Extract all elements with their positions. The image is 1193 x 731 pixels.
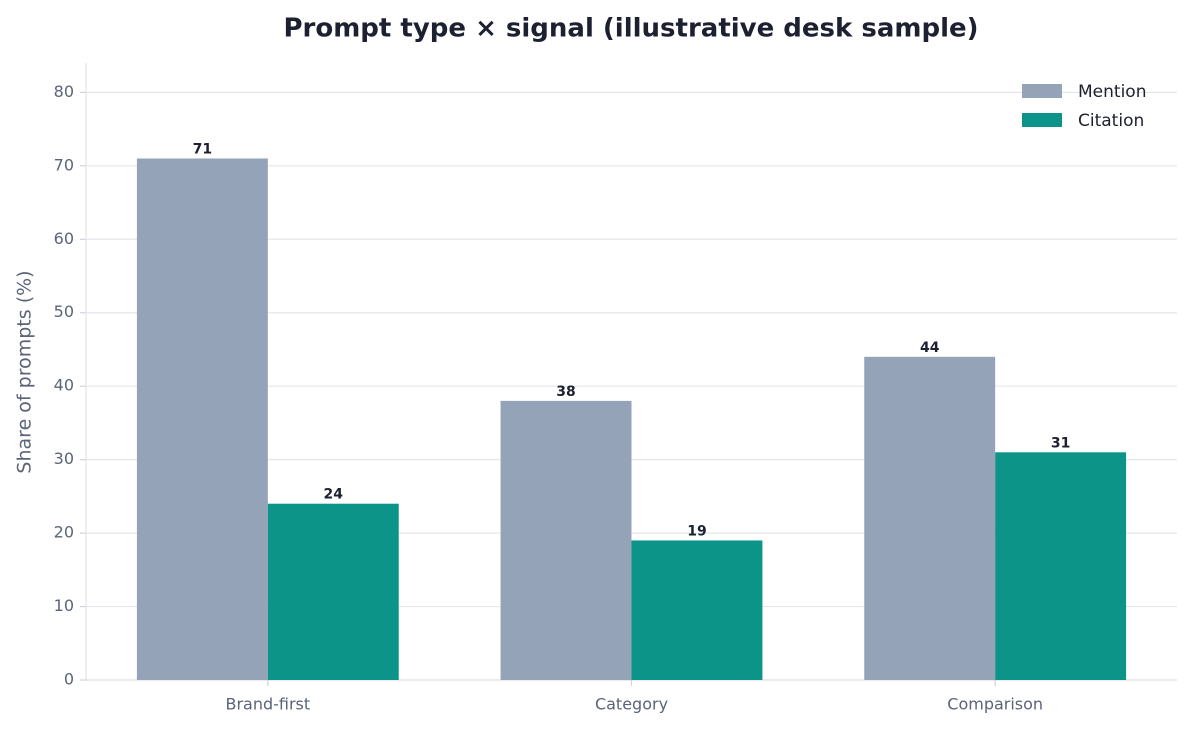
bar: [631, 540, 763, 680]
bar: [267, 503, 399, 680]
bar: [864, 356, 996, 680]
value-label: 38: [556, 384, 575, 400]
y-tick-label: 70: [54, 155, 74, 174]
y-tick-label: 40: [54, 376, 74, 395]
value-label: 44: [920, 340, 940, 356]
y-tick-label: 10: [54, 596, 74, 615]
legend-swatch: [1022, 84, 1062, 98]
bar: [136, 158, 268, 680]
y-axis-label: Share of prompts (%): [14, 270, 36, 473]
x-tick-label: Category: [595, 695, 668, 714]
value-label: 19: [687, 523, 706, 539]
y-tick-label: 20: [54, 523, 74, 542]
legend-label: Citation: [1078, 111, 1144, 131]
x-tick-label: Brand-first: [225, 695, 310, 714]
x-tick-label: Comparison: [947, 695, 1043, 714]
value-label: 31: [1051, 435, 1070, 451]
y-tick-label: 0: [64, 670, 74, 689]
value-label: 71: [193, 141, 212, 157]
chart-title: Prompt type × signal (illustrative desk …: [283, 14, 978, 44]
legend-label: Mention: [1078, 82, 1146, 102]
bar: [500, 400, 632, 680]
value-label: 24: [324, 487, 344, 503]
y-tick-label: 30: [54, 449, 74, 468]
y-tick-label: 50: [54, 302, 74, 321]
legend-swatch: [1022, 113, 1062, 127]
bar: [995, 452, 1127, 680]
y-tick-label: 80: [54, 82, 74, 101]
y-tick-label: 60: [54, 229, 74, 248]
